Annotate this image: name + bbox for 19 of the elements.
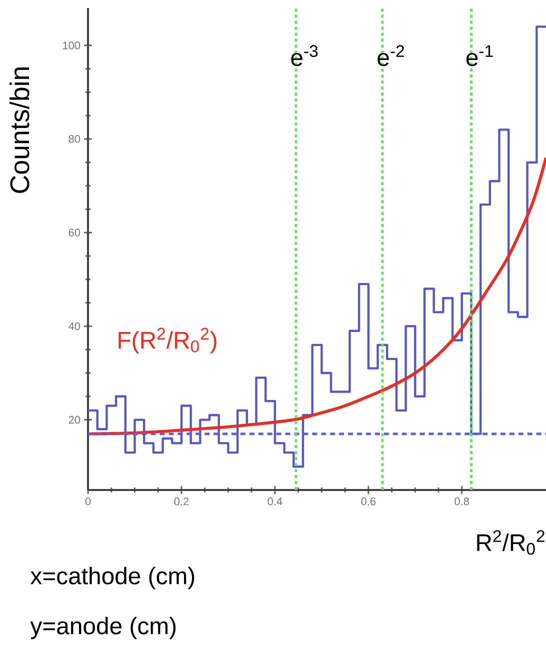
- x-axis-title: R$^{2}$/R$_{0}$2: [477, 530, 544, 555]
- text: y=anode (cm): [30, 616, 176, 640]
- y-tick-label: 80: [68, 135, 80, 143]
- ref-line-label: e$^{-1}$: [466, 45, 493, 66]
- text: x=cathode (cm): [30, 566, 194, 590]
- y-axis-title: Counts/bin: [10, 67, 30, 193]
- ref-line-label: e$^{-2}$: [378, 45, 404, 66]
- y-tick-label: 100: [63, 42, 80, 50]
- x-tick-label: 0.8: [454, 498, 469, 506]
- y-tick-label: 60: [68, 228, 80, 236]
- ref-line-label: e$^{-3}$: [291, 45, 318, 66]
- text: F(R$^{2}$/R$_{0}$$^{2}$): [118, 328, 216, 354]
- x-tick-label: 0: [85, 498, 91, 506]
- y-tick-label: 40: [68, 322, 80, 330]
- x-tick-label: 0.4: [268, 498, 282, 506]
- y-tick-label: 20: [68, 416, 80, 424]
- x-tick-label: 0.6: [361, 498, 376, 506]
- line-series: [86, 156, 546, 436]
- x-tick-label: 0.2: [174, 498, 189, 506]
